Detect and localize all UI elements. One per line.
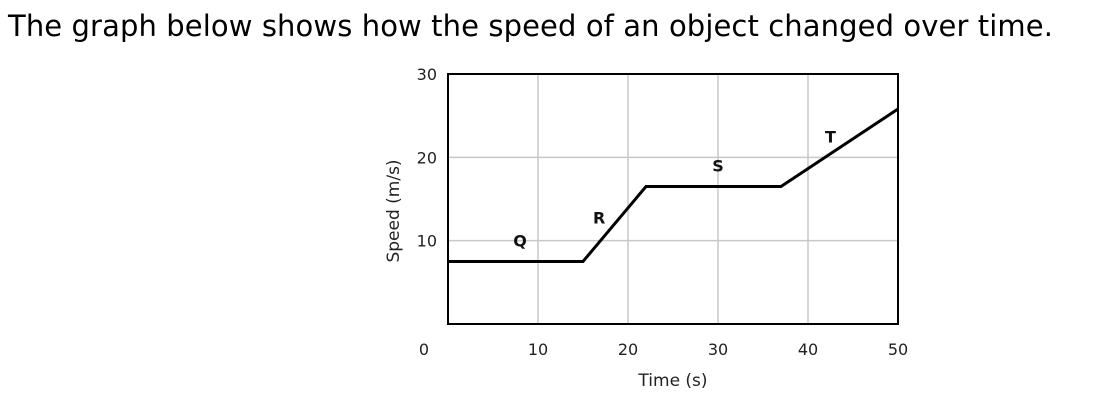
- speed-series-line: [448, 107, 899, 263]
- y-axis-label: Speed (m/s): [384, 159, 404, 262]
- x-tick-label: 50: [888, 340, 908, 359]
- segment-label-q: Q: [513, 232, 527, 251]
- y-tick-label: 20: [417, 148, 437, 167]
- x-tick-label: 0: [419, 340, 429, 359]
- question-text: The graph below shows how the speed of a…: [8, 9, 1054, 43]
- chart-tick-labels: 0 10 20 30 40 50 10 20 30: [417, 65, 909, 359]
- segment-label-s: S: [712, 157, 724, 176]
- x-tick-label: 30: [708, 340, 728, 359]
- segment-labels: Q R S T: [513, 128, 836, 251]
- x-axis-label: Time (s): [637, 371, 707, 391]
- x-tick-label: 10: [528, 340, 548, 359]
- plot-frame: [447, 73, 899, 325]
- segment-label-r: R: [593, 208, 605, 227]
- chart-grid: [448, 74, 898, 324]
- y-tick-label: 30: [417, 65, 437, 84]
- y-tick-label: 10: [417, 232, 437, 251]
- segment-label-t: T: [825, 128, 836, 147]
- x-tick-label: 40: [798, 340, 818, 359]
- x-tick-label: 20: [618, 340, 638, 359]
